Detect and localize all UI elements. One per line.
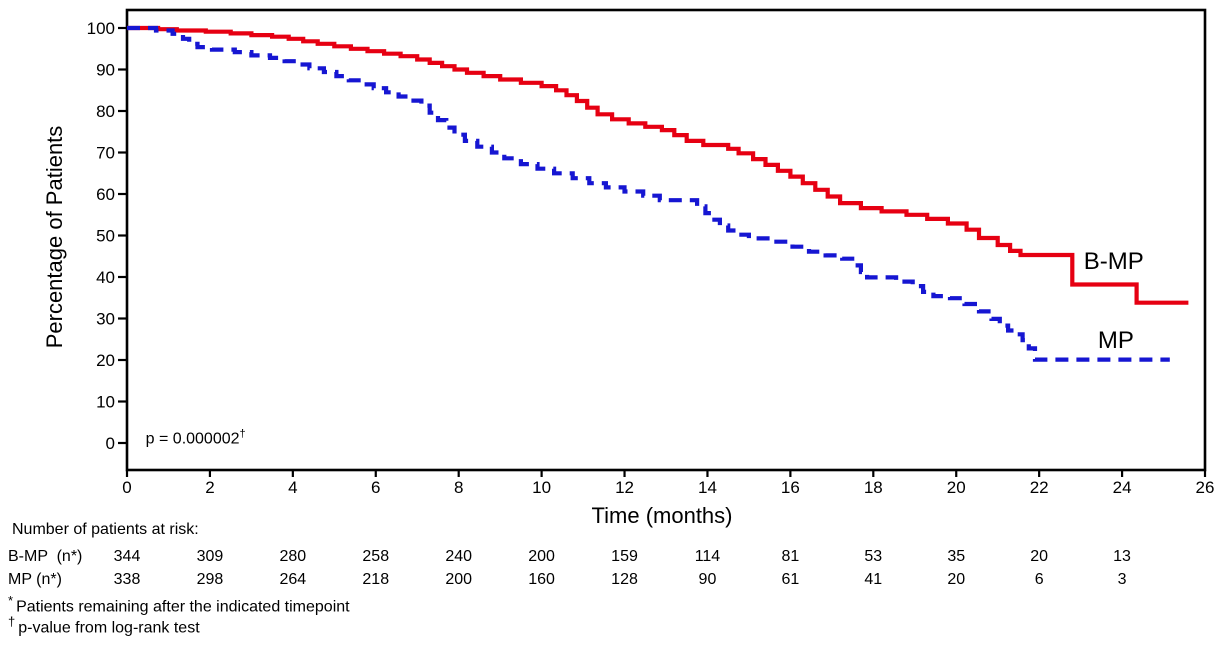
risk-count: 128 — [611, 571, 638, 588]
x-tick-label: 4 — [288, 478, 297, 497]
series-label-mp: MP — [1097, 327, 1134, 355]
y-tick-label: 70 — [96, 144, 115, 163]
risk-count: 309 — [196, 548, 224, 565]
series-curve-b-mp — [127, 25, 1189, 305]
risk-count: 114 — [694, 548, 721, 565]
x-tick-label: 2 — [205, 478, 214, 497]
footnote-text: Patients remaining after the indicated t… — [16, 598, 350, 616]
series-curve-mp — [127, 25, 1170, 362]
y-axis-title: Percentage of Patients — [42, 125, 67, 349]
x-axis-title: Time (months) — [591, 503, 733, 528]
risk-count: 218 — [362, 571, 390, 588]
risk-count: 6 — [1034, 571, 1044, 588]
footnote-2: † p-value from log-rank test — [8, 614, 200, 637]
x-tick-label: 26 — [1196, 478, 1215, 497]
risk-count: 344 — [113, 548, 141, 565]
footnote-text: p-value from log-rank test — [18, 619, 200, 637]
y-tick-label: 90 — [96, 61, 115, 80]
risk-count: 160 — [528, 571, 555, 588]
risk-count: 200 — [445, 571, 473, 588]
x-tick-label: 12 — [615, 478, 634, 497]
risk-table-header: Number of patients at risk: — [12, 521, 199, 538]
risk-count: 3 — [1117, 571, 1127, 588]
risk-row-label: B-MP (n*) — [8, 548, 83, 565]
y-tick-label: 80 — [96, 102, 115, 121]
y-tick-label: 50 — [96, 227, 115, 246]
plot-frame — [125, 8, 1207, 472]
risk-count: 258 — [362, 548, 390, 565]
x-tick-label: 18 — [864, 478, 883, 497]
x-tick-label: 24 — [1113, 478, 1132, 497]
p-value-annotation: p = 0.000002† — [146, 428, 246, 448]
risk-count: 338 — [113, 571, 141, 588]
risk-count: 35 — [947, 548, 966, 565]
x-tick-label: 8 — [454, 478, 463, 497]
x-tick-label: 20 — [947, 478, 966, 497]
risk-count: 41 — [864, 571, 883, 588]
y-tick-label: 10 — [96, 393, 115, 412]
p-value-text: p = 0.000002 — [145, 430, 240, 448]
x-tick-label: 6 — [371, 478, 380, 497]
risk-row-mp: MP (n*) 338 298 264 218 200 160 128 90 61 41 20 6 3 — [0, 571, 1223, 591]
risk-count: 159 — [611, 548, 638, 565]
x-tick-label: 16 — [781, 478, 800, 497]
risk-count: 298 — [196, 571, 224, 588]
footnote-1: * Patients remaining after the indicated … — [8, 593, 350, 616]
footnote-marker: * — [8, 593, 14, 608]
risk-count: 264 — [279, 571, 307, 588]
risk-count: 90 — [698, 571, 717, 588]
risk-row-label: MP (n*) — [8, 571, 62, 588]
x-tick-label: 22 — [1030, 478, 1049, 497]
risk-count: 280 — [279, 548, 307, 565]
risk-count: 13 — [1113, 548, 1131, 565]
risk-count: 200 — [528, 548, 555, 565]
p-value-dagger-marker: † — [239, 427, 246, 440]
footnote-marker: † — [8, 614, 16, 629]
y-tick-label: 100 — [87, 19, 115, 38]
series-label-b-mp: B-MP — [1083, 248, 1144, 276]
risk-row-b-mp: B-MP (n*) 344 309 280 258 240 200 159 114 81 53 35 2… — [0, 548, 1223, 568]
risk-count: 61 — [781, 571, 800, 588]
y-tick-label: 60 — [96, 185, 115, 204]
risk-count: 81 — [781, 548, 800, 565]
risk-count: 20 — [947, 571, 966, 588]
x-tick-label: 14 — [698, 478, 717, 497]
risk-count: 240 — [445, 548, 473, 565]
risk-count: 20 — [1030, 548, 1049, 565]
y-tick-label: 0 — [106, 434, 115, 453]
risk-count: 53 — [864, 548, 883, 565]
x-tick-label: 10 — [532, 478, 551, 497]
y-tick-label: 20 — [96, 351, 115, 370]
y-tick-label: 40 — [96, 268, 115, 287]
x-tick-label: 0 — [122, 478, 131, 497]
y-tick-label: 30 — [96, 310, 115, 329]
